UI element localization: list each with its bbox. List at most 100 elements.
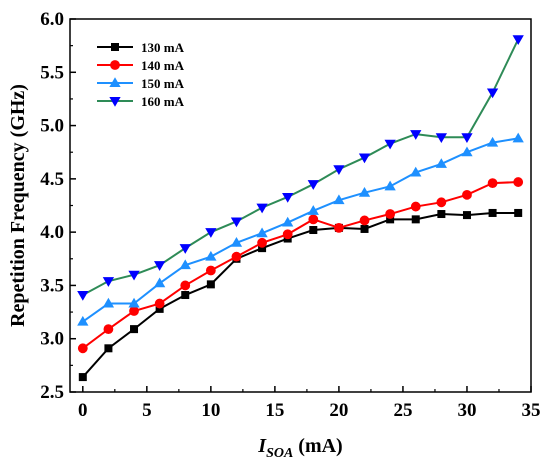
- data-point: [308, 214, 319, 225]
- data-point: [512, 35, 524, 45]
- data-point: [384, 180, 396, 191]
- series-150-ma: [77, 132, 524, 326]
- data-point: [360, 224, 369, 233]
- axes: 0 5 10 15 20 25 30 35 2.5 3.0 3.5 4.0 4.5 5.0 5.5 6.0: [40, 9, 540, 421]
- data-point: [513, 177, 524, 187]
- series-line: [82, 137, 519, 323]
- legend-marker: [109, 77, 121, 87]
- data-point: [180, 280, 191, 291]
- y-tick-label: 6.0: [40, 9, 64, 30]
- data-point: [205, 265, 216, 276]
- data-point: [104, 344, 113, 353]
- y-tick-label: 3.0: [40, 329, 64, 350]
- data-point: [282, 192, 294, 203]
- data-point: [154, 298, 165, 309]
- data-point: [77, 291, 89, 301]
- data-point: [309, 226, 318, 235]
- y-tick-label: 3.5: [40, 275, 64, 296]
- data-point: [282, 216, 294, 227]
- data-point: [307, 205, 319, 215]
- data-point: [512, 132, 524, 143]
- series-line: [82, 181, 519, 350]
- legend: 130 mA 140 mA 150 mA 160 mA: [97, 40, 185, 109]
- data-point: [153, 277, 166, 288]
- data-point: [334, 222, 344, 233]
- data-point: [78, 373, 87, 382]
- data-point: [410, 130, 422, 140]
- data-point: [486, 136, 499, 147]
- x-axis-title-subscript: SOA: [266, 446, 293, 461]
- series-line: [82, 38, 520, 296]
- data-point: [514, 208, 523, 217]
- data-point: [385, 209, 396, 219]
- data-point: [206, 280, 215, 289]
- plot-frame: [69, 18, 532, 393]
- data-point: [231, 251, 242, 262]
- data-point: [462, 189, 472, 200]
- data-point: [486, 88, 499, 99]
- y-tick-label: 5.0: [40, 116, 64, 137]
- legend-item: 140 mA: [97, 58, 185, 73]
- data-point: [256, 227, 268, 238]
- legend-label: 140 mA: [141, 58, 185, 73]
- series-layer: [77, 35, 524, 382]
- data-point: [128, 270, 140, 281]
- data-point: [130, 325, 139, 334]
- x-tick-label: 10: [201, 400, 220, 421]
- x-tick-label: 5: [142, 400, 152, 421]
- legend-label: 150 mA: [141, 76, 185, 91]
- series-160-ma: [77, 35, 524, 301]
- data-point: [358, 186, 371, 197]
- y-tick-label: 2.5: [40, 382, 64, 403]
- data-point: [411, 215, 420, 224]
- data-point: [487, 178, 498, 189]
- legend-marker: [110, 60, 120, 70]
- data-point: [77, 315, 89, 326]
- data-point: [462, 211, 471, 220]
- x-tick-label: 20: [329, 400, 348, 421]
- data-point: [435, 133, 448, 144]
- x-axis-title-main: I: [257, 435, 267, 457]
- data-point: [435, 158, 448, 168]
- data-point: [384, 139, 396, 150]
- data-point: [307, 180, 319, 190]
- legend-label: 160 mA: [141, 94, 185, 109]
- data-point: [461, 133, 473, 144]
- data-point: [358, 153, 371, 164]
- data-point: [153, 261, 166, 271]
- x-tick-label: 35: [522, 400, 541, 421]
- data-point: [437, 210, 446, 219]
- data-point: [102, 277, 115, 287]
- data-point: [77, 343, 88, 354]
- legend-item: 150 mA: [97, 76, 185, 91]
- y-tick-label: 4.5: [40, 169, 64, 190]
- data-point: [230, 237, 243, 247]
- legend-item: 130 mA: [97, 40, 185, 55]
- data-point: [333, 194, 345, 205]
- series-line: [82, 211, 519, 378]
- series-140-ma: [77, 177, 524, 354]
- data-point: [461, 146, 473, 157]
- data-point: [179, 259, 191, 270]
- x-tick-label: 15: [265, 400, 284, 421]
- x-axis-title: ISOA (mA): [257, 435, 342, 461]
- data-point: [410, 201, 421, 212]
- data-point: [282, 229, 293, 240]
- x-tick-label: 30: [457, 400, 476, 421]
- legend-marker: [111, 43, 120, 52]
- data-point: [102, 297, 115, 308]
- data-point: [488, 208, 497, 217]
- x-tick-label: 0: [78, 400, 88, 421]
- x-tick-label: 25: [393, 400, 412, 421]
- data-point: [359, 215, 370, 226]
- data-point: [179, 244, 191, 254]
- y-tick-label: 5.5: [40, 62, 64, 83]
- legend-item: 160 mA: [97, 94, 185, 109]
- y-axis-title: Repetition Frequency (GHz): [7, 84, 29, 327]
- legend-label: 130 mA: [141, 40, 185, 55]
- data-point: [436, 197, 447, 208]
- data-point: [205, 228, 217, 238]
- data-point: [410, 166, 422, 177]
- y-tick-label: 4.0: [40, 222, 64, 243]
